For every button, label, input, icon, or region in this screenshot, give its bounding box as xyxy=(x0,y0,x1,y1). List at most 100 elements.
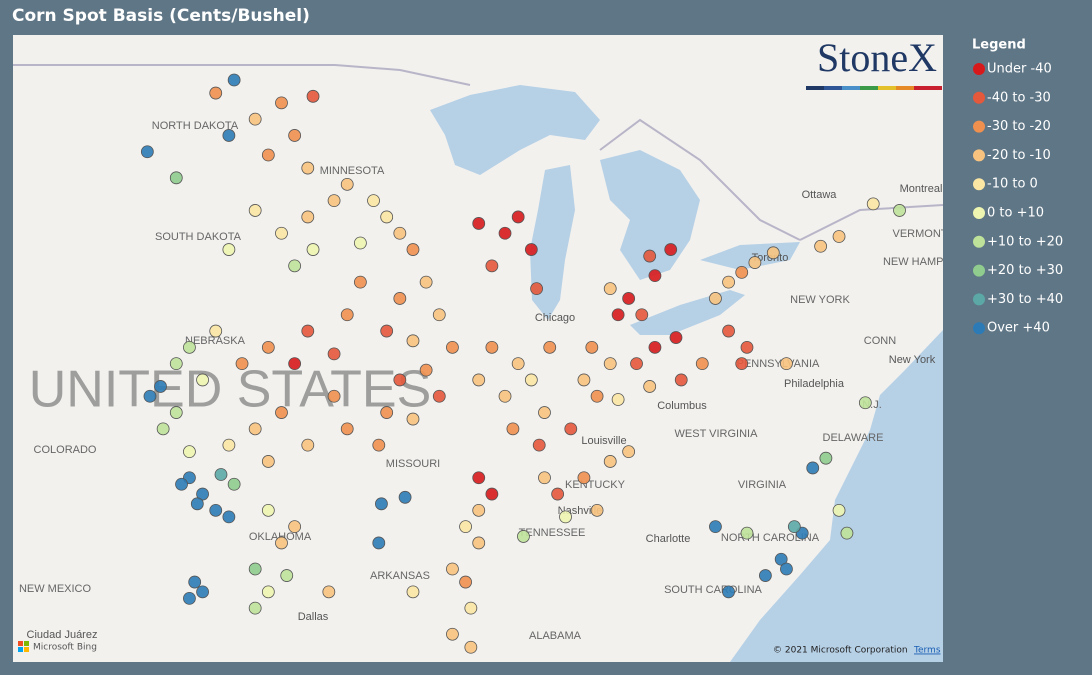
location-point[interactable] xyxy=(340,177,354,191)
location-point[interactable] xyxy=(485,487,499,501)
location-point[interactable] xyxy=(511,357,525,371)
legend-label[interactable]: 0 to +10 xyxy=(987,206,1044,221)
location-point[interactable] xyxy=(353,275,367,289)
location-point[interactable] xyxy=(648,269,662,283)
location-point[interactable] xyxy=(227,477,241,491)
legend-label[interactable]: Over +40 xyxy=(987,321,1050,336)
location-point[interactable] xyxy=(196,487,209,501)
location-point[interactable] xyxy=(248,601,262,615)
location-point[interactable] xyxy=(622,445,636,459)
location-point[interactable] xyxy=(446,562,459,576)
location-point[interactable] xyxy=(709,292,722,305)
location-point[interactable] xyxy=(169,406,183,419)
location-point[interactable] xyxy=(577,471,591,485)
legend-label[interactable]: -30 to -20 xyxy=(987,119,1051,134)
location-point[interactable] xyxy=(183,340,196,354)
location-point[interactable] xyxy=(406,585,420,599)
location-point[interactable] xyxy=(248,112,262,126)
location-point[interactable] xyxy=(380,210,394,224)
location-point[interactable] xyxy=(643,380,657,393)
location-point[interactable] xyxy=(446,340,459,354)
location-point[interactable] xyxy=(140,145,154,159)
location-point[interactable] xyxy=(446,627,459,641)
legend-label[interactable]: +20 to +30 xyxy=(987,263,1063,278)
location-point[interactable] xyxy=(485,259,499,273)
location-point[interactable] xyxy=(248,422,262,436)
location-point[interactable] xyxy=(630,357,643,371)
location-point[interactable] xyxy=(564,422,578,436)
location-point[interactable] xyxy=(532,438,546,452)
legend-label[interactable]: -10 to 0 xyxy=(987,177,1038,192)
location-point[interactable] xyxy=(590,503,604,517)
location-point[interactable] xyxy=(288,357,302,371)
location-point[interactable] xyxy=(517,530,530,543)
location-point[interactable] xyxy=(669,331,683,344)
location-point[interactable] xyxy=(806,461,820,475)
location-point[interactable] xyxy=(406,334,420,348)
location-point[interactable] xyxy=(393,292,407,305)
location-point[interactable] xyxy=(735,357,749,371)
location-point[interactable] xyxy=(464,640,478,654)
location-point[interactable] xyxy=(585,340,599,354)
location-point[interactable] xyxy=(372,536,386,550)
location-point[interactable] xyxy=(787,520,801,534)
location-point[interactable] xyxy=(635,308,649,322)
location-point[interactable] xyxy=(832,230,846,243)
legend-label[interactable]: +10 to +20 xyxy=(987,234,1063,249)
location-point[interactable] xyxy=(275,536,288,550)
location-point[interactable] xyxy=(819,451,833,465)
location-point[interactable] xyxy=(858,396,872,410)
location-point[interactable] xyxy=(275,406,288,419)
location-point[interactable] xyxy=(832,503,846,517)
location-point[interactable] xyxy=(327,347,341,361)
location-point[interactable] xyxy=(472,217,486,230)
location-point[interactable] xyxy=(472,373,486,387)
location-point[interactable] xyxy=(175,477,188,491)
location-point[interactable] xyxy=(183,591,196,605)
location-point[interactable] xyxy=(406,243,420,256)
location-point[interactable] xyxy=(511,210,525,224)
location-point[interactable] xyxy=(674,373,688,387)
location-point[interactable] xyxy=(340,422,354,436)
location-point[interactable] xyxy=(748,256,762,269)
map[interactable]: NORTH DAKOTA MINNESOTA SOUTH DAKOTA NEBRASK… xyxy=(13,35,977,662)
location-point[interactable] xyxy=(472,471,486,485)
location-point[interactable] xyxy=(780,562,793,576)
location-point[interactable] xyxy=(275,96,288,110)
location-point[interactable] xyxy=(559,510,572,524)
location-point[interactable] xyxy=(419,363,433,377)
location-point[interactable] xyxy=(664,243,678,256)
location-point[interactable] xyxy=(306,89,320,103)
location-point[interactable] xyxy=(322,585,336,599)
location-point[interactable] xyxy=(766,246,780,260)
location-point[interactable] xyxy=(327,389,341,403)
location-point[interactable] xyxy=(506,422,520,436)
location-point[interactable] xyxy=(380,406,394,419)
location-point[interactable] xyxy=(590,389,604,403)
location-point[interactable] xyxy=(759,569,772,582)
location-point[interactable] xyxy=(209,86,223,100)
location-point[interactable] xyxy=(301,161,315,175)
location-point[interactable] xyxy=(393,226,407,240)
location-point[interactable] xyxy=(188,575,202,589)
location-point[interactable] xyxy=(498,389,512,403)
location-point[interactable] xyxy=(459,520,472,534)
location-point[interactable] xyxy=(432,308,446,322)
location-point[interactable] xyxy=(893,204,906,217)
location-point[interactable] xyxy=(154,380,167,393)
legend-label[interactable]: +30 to +40 xyxy=(987,292,1063,307)
location-point[interactable] xyxy=(222,510,236,524)
location-point[interactable] xyxy=(156,422,170,436)
location-point[interactable] xyxy=(814,239,828,253)
location-point[interactable] xyxy=(222,129,236,142)
location-point[interactable] xyxy=(261,148,275,162)
location-point[interactable] xyxy=(611,393,625,406)
location-point[interactable] xyxy=(538,406,551,419)
location-point[interactable] xyxy=(603,455,617,468)
location-point[interactable] xyxy=(196,585,209,599)
location-point[interactable] xyxy=(169,357,183,371)
location-point[interactable] xyxy=(380,324,394,338)
location-point[interactable] xyxy=(214,468,228,481)
terms-link[interactable]: Terms xyxy=(913,646,941,656)
location-point[interactable] xyxy=(301,438,315,452)
